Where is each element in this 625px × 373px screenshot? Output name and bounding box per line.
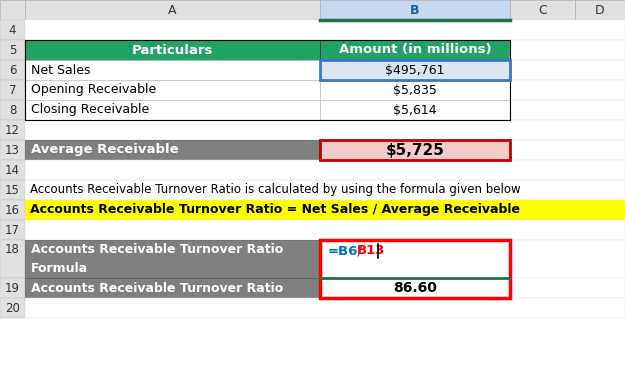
Bar	[0, 40, 25, 60]
Bar	[510, 40, 625, 60]
Text: C: C	[538, 3, 547, 16]
Bar	[25, 40, 320, 60]
Bar	[25, 60, 320, 80]
Bar	[25, 298, 625, 318]
Bar	[0, 160, 25, 180]
Text: Accounts Receivable Turnover Ratio is calculated by using the formula given belo: Accounts Receivable Turnover Ratio is ca…	[30, 184, 521, 197]
Text: Accounts Receivable Turnover Ratio: Accounts Receivable Turnover Ratio	[31, 243, 283, 256]
Bar	[0, 180, 25, 200]
Bar	[510, 140, 625, 160]
Bar	[320, 278, 510, 298]
Bar	[320, 240, 510, 298]
Bar	[25, 20, 625, 40]
Bar	[0, 140, 25, 160]
Bar	[25, 278, 320, 298]
Bar	[510, 100, 625, 120]
Bar	[0, 60, 25, 80]
Bar	[320, 60, 510, 80]
Text: Average Receivable: Average Receivable	[31, 144, 179, 157]
Bar	[25, 100, 320, 120]
Bar	[510, 278, 625, 298]
Bar	[320, 0, 510, 20]
Text: Formula: Formula	[31, 262, 88, 275]
Bar	[25, 180, 625, 200]
Bar	[320, 100, 510, 120]
Text: A: A	[168, 3, 177, 16]
Text: 8: 8	[9, 103, 16, 116]
Text: Net Sales: Net Sales	[31, 63, 91, 76]
Bar	[320, 140, 510, 160]
Bar	[25, 200, 625, 220]
Bar	[510, 80, 625, 100]
Bar	[0, 220, 25, 240]
Bar	[0, 120, 25, 140]
Bar	[25, 120, 625, 140]
Text: B: B	[410, 3, 420, 16]
Text: Closing Receivable: Closing Receivable	[31, 103, 149, 116]
Text: 5: 5	[9, 44, 16, 56]
Text: Amount (in millions): Amount (in millions)	[339, 44, 491, 56]
Bar	[0, 0, 25, 20]
Text: $5,614: $5,614	[393, 103, 437, 116]
Text: B13: B13	[357, 244, 386, 257]
Bar	[320, 40, 510, 60]
Text: 86.60: 86.60	[393, 281, 437, 295]
Text: Particulars: Particulars	[132, 44, 213, 56]
Bar	[0, 200, 25, 220]
Bar	[575, 0, 625, 20]
Text: $5,835: $5,835	[393, 84, 437, 97]
Text: 20: 20	[5, 301, 20, 314]
Bar	[25, 220, 625, 240]
Bar	[25, 140, 320, 160]
Text: 15: 15	[5, 184, 20, 197]
Bar	[320, 60, 510, 80]
Text: 13: 13	[5, 144, 20, 157]
Bar	[25, 0, 320, 20]
Text: D: D	[595, 3, 605, 16]
Text: 4: 4	[9, 23, 16, 37]
Text: 7: 7	[9, 84, 16, 97]
Text: Opening Receivable: Opening Receivable	[31, 84, 156, 97]
Text: $5,725: $5,725	[386, 142, 444, 157]
Text: 6: 6	[9, 63, 16, 76]
Bar	[25, 160, 625, 180]
Bar	[0, 100, 25, 120]
Bar	[25, 80, 320, 100]
Bar	[510, 240, 625, 278]
Bar	[320, 240, 510, 278]
Bar	[25, 240, 320, 278]
Bar	[0, 20, 25, 40]
Bar	[510, 60, 625, 80]
Text: 18: 18	[5, 243, 20, 256]
Text: Accounts Receivable Turnover Ratio: Accounts Receivable Turnover Ratio	[31, 282, 283, 295]
Bar	[0, 240, 25, 278]
Bar	[0, 278, 25, 298]
Bar	[320, 80, 510, 100]
Text: $495,761: $495,761	[385, 63, 445, 76]
Bar	[0, 298, 25, 318]
Text: 14: 14	[5, 163, 20, 176]
Bar	[510, 0, 575, 20]
Text: 12: 12	[5, 123, 20, 137]
Text: Accounts Receivable Turnover Ratio = Net Sales / Average Receivable: Accounts Receivable Turnover Ratio = Net…	[30, 204, 520, 216]
Text: 17: 17	[5, 223, 20, 236]
Bar	[0, 80, 25, 100]
Text: 16: 16	[5, 204, 20, 216]
Text: =B6/: =B6/	[328, 244, 363, 257]
Text: 19: 19	[5, 282, 20, 295]
Bar	[320, 140, 510, 160]
